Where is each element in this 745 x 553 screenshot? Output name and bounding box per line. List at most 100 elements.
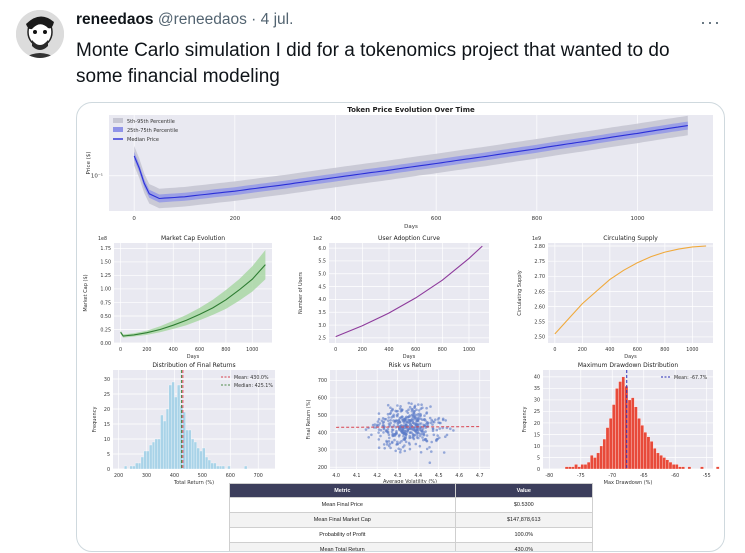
risk-return-point xyxy=(402,432,406,436)
risk-return-point xyxy=(394,449,398,453)
tweet-media-image[interactable]: Token Price Evolution Over Time 0 200 400 60… xyxy=(76,102,725,552)
market-cap-y-tick: 0.50 xyxy=(100,314,111,320)
returns-bar xyxy=(154,438,158,470)
risk-return-point xyxy=(389,406,392,410)
market-cap-y-tick: 1.00 xyxy=(100,287,111,293)
returns-bar xyxy=(221,465,225,470)
returns-bar xyxy=(213,462,217,470)
display-name[interactable]: reneedaos xyxy=(76,11,154,28)
market-cap-y-multiplier: 1e8 xyxy=(98,236,107,242)
risk-return-point xyxy=(386,412,390,416)
returns-bar xyxy=(165,408,170,470)
risk-return-point xyxy=(413,404,417,408)
table-row: Mean Final Market Cap $147,878,613 xyxy=(229,512,594,528)
risk-return-point xyxy=(377,412,381,415)
circulating-supply-y-tick: 2.55 xyxy=(534,320,545,326)
user-adoption-y-multiplier: 1e2 xyxy=(313,236,322,242)
returns-bar xyxy=(196,447,200,470)
risk-return-y-tick: 400 xyxy=(318,430,327,436)
risk-return-point xyxy=(418,428,422,432)
risk-return-point xyxy=(399,410,403,413)
circulating-supply-y-tick: 2.60 xyxy=(534,304,545,310)
returns-bar xyxy=(143,450,147,470)
risk-return-point xyxy=(452,429,455,432)
risk-return-point xyxy=(393,434,397,437)
risk-return-point xyxy=(410,402,413,406)
user-adoption-x-tick: 200 xyxy=(358,347,367,353)
drawdown-y-tick: 10 xyxy=(534,444,540,450)
price-x-tick: 400 xyxy=(330,216,341,222)
circulating-supply-x-tick: 200 xyxy=(578,347,587,353)
drawdown-bar xyxy=(675,464,679,470)
risk-return-point xyxy=(430,440,434,444)
drawdown-y-tick: 5 xyxy=(537,455,540,461)
returns-bar xyxy=(177,384,181,470)
drawdown-bar xyxy=(627,399,632,470)
risk-return-point xyxy=(408,434,412,438)
returns-bar xyxy=(188,429,192,470)
returns-bar xyxy=(218,465,223,470)
circulating-supply-line xyxy=(554,245,707,335)
drawdown-bar xyxy=(593,457,597,470)
separator: · xyxy=(251,11,257,28)
risk-return-point xyxy=(429,405,432,408)
circulating-supply-chart-title: Circulating Supply xyxy=(603,235,658,242)
table-cell: Mean Final Price xyxy=(229,497,456,513)
more-options-icon[interactable]: ··· xyxy=(700,12,721,32)
risk-return-point xyxy=(411,421,415,424)
drawdown-bar xyxy=(564,466,569,470)
risk-return-point xyxy=(391,407,394,411)
risk-return-point xyxy=(364,428,368,431)
avatar[interactable] xyxy=(16,10,64,58)
table-cell: $147,878,613 xyxy=(454,512,594,528)
risk-return-point xyxy=(430,450,433,453)
risk-return-point xyxy=(429,421,433,425)
drawdown-bar xyxy=(668,461,673,470)
market-cap-y-tick: 0.00 xyxy=(100,341,111,347)
risk-return-point xyxy=(407,401,411,405)
risk-return-point xyxy=(408,405,412,409)
returns-bar xyxy=(244,465,248,470)
risk-return-y-tick: 300 xyxy=(318,448,327,454)
price-chart-title: Token Price Evolution Over Time xyxy=(347,106,475,114)
drawdown-x-tick: -60 xyxy=(671,473,679,479)
risk-return-point xyxy=(399,405,402,408)
returns-bar xyxy=(129,465,133,470)
returns-bar xyxy=(146,450,150,470)
circulating-supply-y-tick: 2.80 xyxy=(534,244,545,250)
risk-return-point xyxy=(377,417,381,421)
drawdown-x-tick: -80 xyxy=(545,473,553,479)
price-x-label: Days xyxy=(404,224,418,230)
drawdown-bar xyxy=(687,466,692,470)
returns-bar xyxy=(124,465,128,470)
risk-return-point xyxy=(432,433,436,437)
risk-return-point xyxy=(391,434,395,438)
drawdown-bar xyxy=(605,427,610,470)
risk-return-point xyxy=(407,408,410,412)
user-adoption-y-tick: 2.5 xyxy=(318,336,326,342)
returns-y-label: Frequency xyxy=(92,407,98,433)
risk-return-point xyxy=(428,446,431,449)
risk-return-point xyxy=(418,422,421,426)
handle[interactable]: @reneedaos xyxy=(157,11,247,28)
risk-return-point xyxy=(414,442,418,446)
circulating-supply-plot-area xyxy=(548,243,713,343)
risk-return-point xyxy=(398,416,402,420)
drawdown-bar xyxy=(608,418,613,470)
risk-return-point xyxy=(417,403,420,406)
price-legend-label: 5th-95th Percentile xyxy=(127,119,175,125)
market-cap-y-tick: 0.75 xyxy=(100,300,111,306)
returns-x-tick: 500 xyxy=(198,473,207,479)
returns-y-tick: 30 xyxy=(104,377,110,383)
returns-bar xyxy=(207,459,211,470)
risk-return-point xyxy=(383,447,387,450)
returns-bar xyxy=(163,420,167,470)
risk-return-point xyxy=(444,419,448,422)
risk-return-point xyxy=(391,428,395,432)
drawdown-y-label: Frequency xyxy=(522,407,528,433)
post-date[interactable]: 4 jul. xyxy=(260,11,294,28)
user-adoption-x-tick: 400 xyxy=(384,347,393,353)
circulating-supply-y-multiplier: 1e9 xyxy=(532,236,541,242)
risk-return-point xyxy=(390,430,394,434)
